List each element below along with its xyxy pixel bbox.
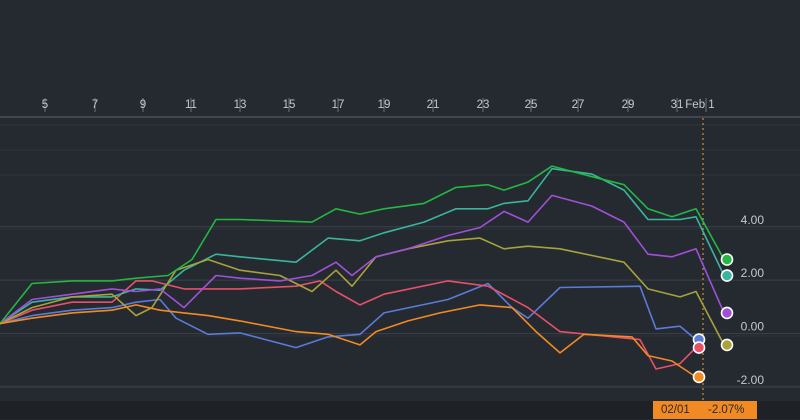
series-line[interactable] (0, 194, 725, 325)
y-tick-label: 2.00 (741, 266, 765, 280)
x-tick-label: 25 (525, 99, 538, 111)
x-tick-label: 23 (477, 99, 490, 111)
x-tick-label: 27 (572, 99, 585, 111)
series-line[interactable] (0, 167, 725, 325)
x-tick-label: 9 (140, 99, 146, 111)
series-line[interactable] (0, 237, 725, 346)
x-tick-label: 29 (622, 99, 635, 111)
y-tick-label: 4.00 (741, 213, 765, 227)
bottom-band (0, 401, 800, 419)
y-tick-label: -2.00 (737, 373, 765, 387)
legend-band (0, 0, 800, 82)
x-tick-label: 31 (671, 99, 684, 111)
series-end-marker[interactable] (720, 338, 734, 352)
x-tick-label: 19 (378, 99, 391, 111)
cursor-value: -2.07% (708, 404, 745, 416)
series-end-marker[interactable] (720, 269, 734, 282)
x-axis-band (0, 82, 800, 118)
series-end-marker[interactable] (720, 253, 734, 266)
series-line[interactable] (0, 165, 725, 325)
x-tick-label: 15 (283, 99, 296, 111)
x-tick-label: 17 (332, 99, 345, 111)
x-tick-label: 11 (185, 99, 197, 111)
y-tick-label: 0.00 (741, 320, 765, 334)
cursor-date: 02/01 (661, 404, 690, 416)
series-end-marker[interactable] (692, 341, 706, 354)
cursor-readout: 02/01 -2.07% (653, 401, 757, 419)
series-end-marker[interactable] (720, 306, 734, 320)
series-line[interactable] (0, 304, 697, 378)
x-tick-label: 5 (42, 99, 48, 111)
x-tick-label: 21 (427, 99, 440, 111)
x-tick-label: Feb 1 (685, 99, 714, 111)
x-tick-label: 13 (234, 99, 247, 111)
x-tick-label: 7 (92, 99, 98, 111)
series-line[interactable] (0, 282, 697, 349)
series-end-marker[interactable] (692, 370, 706, 384)
